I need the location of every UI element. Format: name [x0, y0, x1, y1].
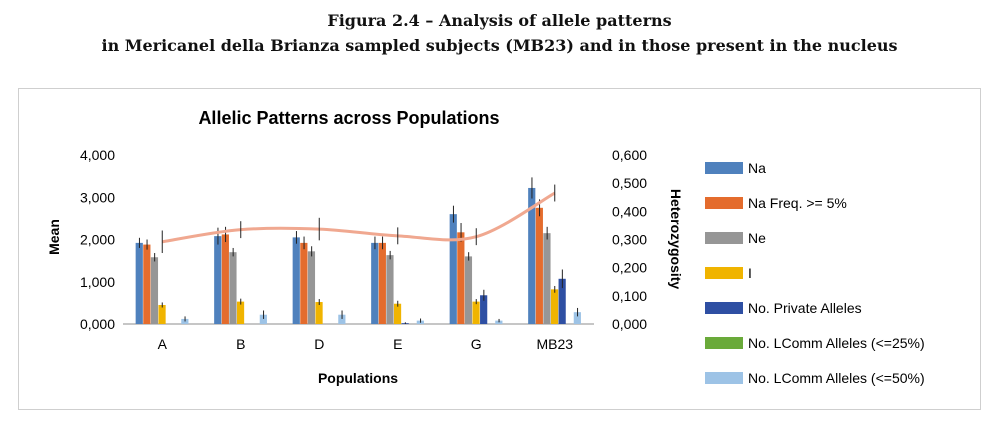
caption-line-2: in Mericanel della Brianza sampled subje… [101, 36, 898, 55]
x-axis-label: Populations [318, 370, 398, 386]
y-tick-label: 4,000 [80, 147, 115, 163]
legend-swatch [705, 302, 743, 314]
bar [386, 255, 394, 324]
legend-label: I [748, 265, 752, 281]
bar [338, 314, 346, 324]
y2-tick-label: 0,400 [612, 203, 647, 219]
bar [315, 302, 323, 324]
chart-frame: Allelic Patterns across Populations Mean… [18, 88, 981, 410]
bar [221, 234, 229, 324]
caption-line-1: Figura 2.4 – Analysis of allele patterns [327, 11, 672, 30]
y2-tick-label: 0,300 [612, 232, 647, 248]
y2-tick-label: 0,200 [612, 260, 647, 276]
bar [214, 236, 222, 324]
bar [480, 295, 488, 324]
chart-title: Allelic Patterns across Populations [198, 108, 499, 128]
y-tick-label: 2,000 [80, 232, 115, 248]
y-tick-label: 0,000 [80, 316, 115, 332]
bar [550, 289, 559, 324]
y2-tick-label: 0,100 [612, 288, 647, 304]
x-tick-label: D [314, 336, 324, 352]
bar [378, 242, 386, 324]
legend-label: Na [748, 160, 766, 176]
bar [143, 244, 151, 324]
y-tick-label: 1,000 [80, 274, 115, 290]
bar [236, 301, 245, 324]
bar [229, 252, 237, 324]
bar [371, 242, 379, 324]
x-tick-label: G [471, 336, 482, 352]
bar [158, 304, 166, 324]
legend-label: Ne [748, 230, 766, 246]
heterozygosity-line [162, 191, 556, 244]
bar [449, 214, 457, 324]
x-tick-label: B [236, 336, 245, 352]
figure-caption: Figura 2.4 – Analysis of allele patterns… [0, 8, 999, 58]
y2-tick-label: 0,500 [612, 175, 647, 191]
x-tick-label: MB23 [536, 336, 573, 352]
bar [300, 242, 308, 324]
y-tick-label: 3,000 [80, 189, 115, 205]
legend-swatch [705, 162, 743, 174]
bar [135, 242, 143, 324]
legend-label: No. Private Alleles [748, 300, 862, 316]
chart-svg: Allelic Patterns across Populations Mean… [46, 108, 925, 386]
legend-label: No. LComm Alleles (<=50%) [748, 370, 925, 386]
legend-label: Na Freq. >= 5% [748, 195, 847, 211]
y2-axis-label: Heterozygosity [668, 189, 684, 290]
bar [393, 303, 402, 324]
bar [543, 233, 551, 324]
legend-swatch [705, 372, 743, 384]
bar [472, 301, 480, 324]
bar [307, 251, 316, 324]
bar [464, 256, 473, 324]
legend-swatch [705, 267, 743, 279]
x-tick-label: E [393, 336, 402, 352]
legend-swatch [705, 337, 743, 349]
bar [259, 314, 267, 324]
legend-swatch [705, 197, 743, 209]
bar [528, 187, 536, 324]
bar [457, 232, 465, 324]
bar [292, 237, 300, 324]
y2-tick-label: 0,000 [612, 316, 647, 332]
legend-swatch [705, 232, 743, 244]
bar [573, 312, 581, 324]
x-tick-label: A [158, 336, 168, 352]
bar [535, 207, 543, 324]
legend-label: No. LComm Alleles (<=25%) [748, 335, 925, 351]
y-axis-label: Mean [46, 219, 62, 255]
y2-tick-label: 0,600 [612, 147, 647, 163]
bar [150, 257, 159, 324]
bar [558, 278, 566, 324]
